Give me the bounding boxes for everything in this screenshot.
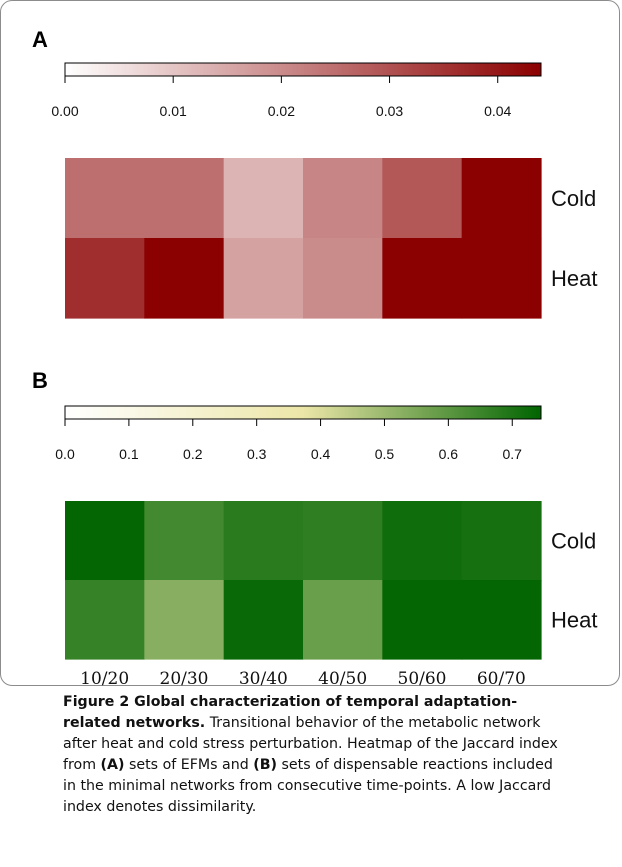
heatmap-b-column-label: 60/70 xyxy=(477,669,526,689)
colorbar-b-tick-label: 0.4 xyxy=(311,446,331,462)
heatmap-panel-b: 0.0 0.1 0.2 0.3 0.4 0.5 0.6 0.7 Cold Heat 10/20 20/… xyxy=(55,405,597,689)
heatmap-a-cell xyxy=(303,238,383,319)
caption-label-a: (A) xyxy=(100,757,125,773)
heatmap-b-row-label: Cold xyxy=(551,529,596,554)
heatmap-a-cell xyxy=(223,158,304,239)
colorbar-b-tick-label: 0.5 xyxy=(375,446,395,462)
colorbar-a xyxy=(64,62,542,77)
heatmap-b-cell xyxy=(223,501,304,581)
heatmap-a-row-label: Cold xyxy=(551,186,596,211)
caption-title: Figure 2 Global characterization of temp… xyxy=(63,694,518,731)
figure-caption: Figure 2 Global characterization of temp… xyxy=(63,692,563,818)
heatmap-a-cell xyxy=(382,158,463,239)
colorbar-a-tick-label: 0.00 xyxy=(51,103,78,119)
heatmap-panel-a: 0.00 0.01 0.02 0.03 0.04 Cold Heat xyxy=(51,62,597,319)
heatmap-b-column-label: 30/40 xyxy=(239,669,288,689)
colorbar-a-tick-label: 0.03 xyxy=(376,103,403,119)
colorbar-a-tick-label: 0.01 xyxy=(160,103,187,119)
heatmap-b-column-label: 10/20 xyxy=(80,669,129,689)
caption-text-1: Transitional behavior of the metabolic n… xyxy=(63,715,558,773)
heatmap-a-cell xyxy=(65,238,145,319)
caption-text-2: sets of EFMs and xyxy=(124,757,254,773)
panel-b-label: B xyxy=(32,368,48,393)
heatmap-b-cell xyxy=(382,580,463,660)
heatmap-a-row-label: Heat xyxy=(551,266,597,291)
heatmap-a-cell xyxy=(144,158,225,239)
colorbar-b xyxy=(64,405,542,420)
heatmap-b-cell xyxy=(303,501,383,581)
colorbar-a-tick-label: 0.04 xyxy=(484,103,511,119)
heatmap-a-cell xyxy=(144,238,225,319)
panel-a-label: A xyxy=(32,27,48,52)
colorbar-b-tick-label: 0.3 xyxy=(247,446,267,462)
colorbar-b-tick-label: 0.2 xyxy=(183,446,203,462)
heatmap-b-cell xyxy=(65,501,145,581)
caption-text-3: sets of dispensable reactions included i… xyxy=(63,757,553,815)
heatmap-b-cell xyxy=(303,580,383,660)
heatmap-a-cell xyxy=(303,158,383,239)
heatmap-a-cell xyxy=(461,158,542,239)
heatmap-a-cell xyxy=(223,238,304,319)
heatmap-b-cell xyxy=(144,501,225,581)
figure-frame xyxy=(0,0,620,686)
heatmap-b-cell xyxy=(461,580,542,660)
heatmap-a-cell xyxy=(382,238,463,319)
heatmap-b-column-label: 40/50 xyxy=(318,669,367,689)
colorbar-b-tick-label: 0.7 xyxy=(503,446,523,462)
heatmap-a-cell xyxy=(65,158,145,239)
caption-label-b: (B) xyxy=(253,757,278,773)
colorbar-a-tick-label: 0.02 xyxy=(268,103,295,119)
heatmap-b-row-label: Heat xyxy=(551,608,597,633)
heatmap-b-cell xyxy=(144,580,225,660)
heatmap-b-cell xyxy=(461,501,542,581)
heatmap-a-cell xyxy=(461,238,542,319)
colorbar-b-tick-label: 0.1 xyxy=(119,446,139,462)
heatmap-b-column-label: 50/60 xyxy=(398,669,447,689)
heatmap-b-column-label: 20/30 xyxy=(160,669,209,689)
heatmap-b-cell xyxy=(65,580,145,660)
heatmap-b-cell xyxy=(223,580,304,660)
colorbar-b-tick-label: 0.0 xyxy=(55,446,75,462)
heatmap-b-cell xyxy=(382,501,463,581)
colorbar-b-tick-label: 0.6 xyxy=(439,446,459,462)
